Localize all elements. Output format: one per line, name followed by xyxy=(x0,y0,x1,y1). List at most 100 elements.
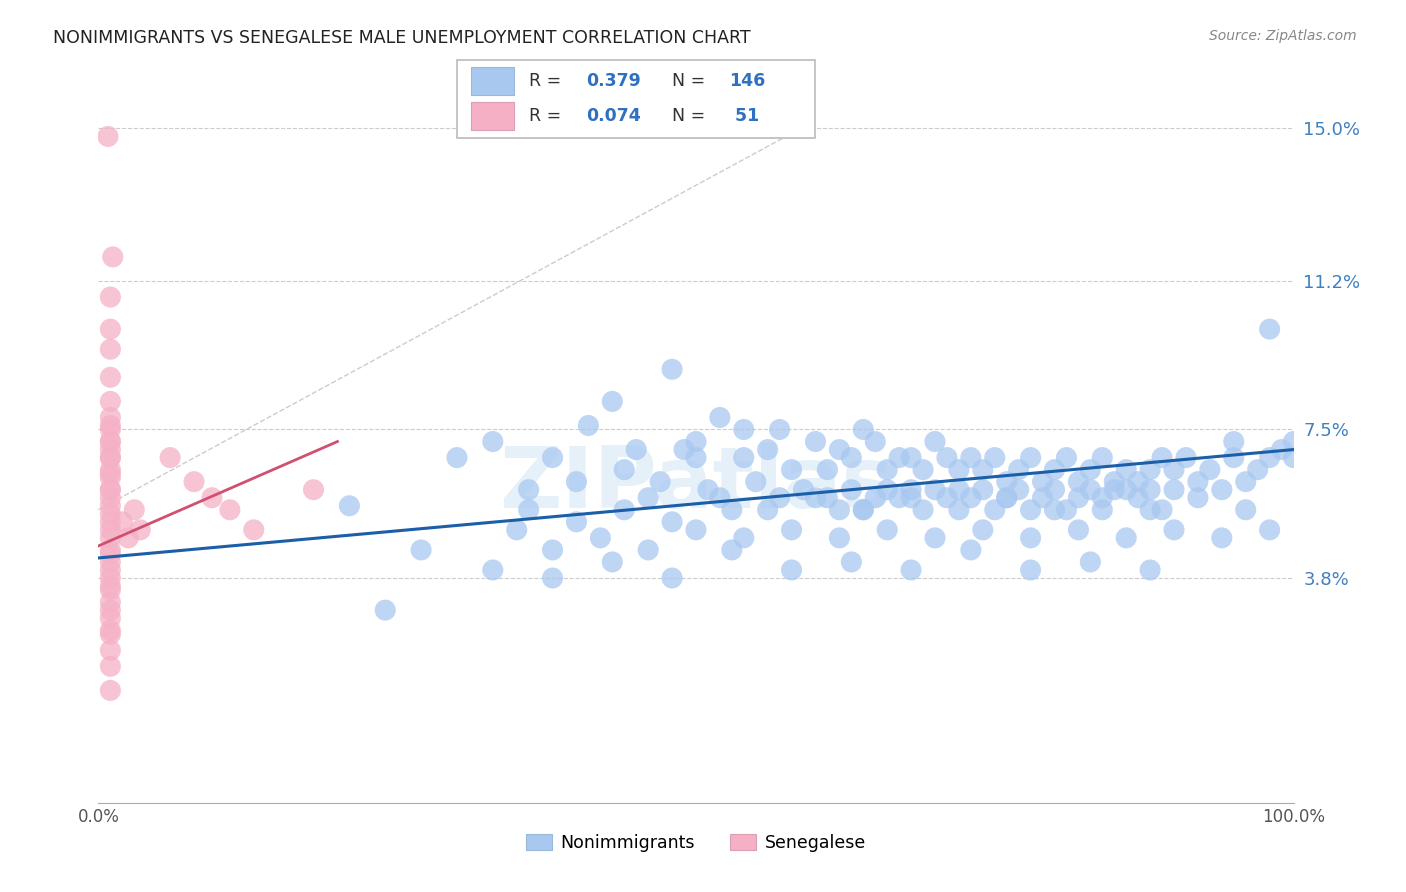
Text: 0.074: 0.074 xyxy=(586,107,641,125)
Point xyxy=(98,483,122,497)
Point xyxy=(98,507,122,521)
Point xyxy=(517,483,540,497)
Point xyxy=(98,434,122,449)
Point xyxy=(1091,491,1114,505)
Point xyxy=(1080,555,1102,569)
Point xyxy=(1152,502,1174,516)
Point xyxy=(98,611,122,625)
Point xyxy=(768,423,790,437)
Point xyxy=(1056,502,1078,516)
Point xyxy=(780,462,803,476)
Point xyxy=(98,462,122,476)
Point xyxy=(1258,523,1281,537)
Point xyxy=(97,129,120,144)
Point xyxy=(1043,502,1066,516)
Point xyxy=(936,491,959,505)
Point xyxy=(1163,483,1185,497)
Text: 146: 146 xyxy=(730,72,766,90)
Point xyxy=(446,450,468,465)
Point xyxy=(565,515,588,529)
Point xyxy=(565,475,588,489)
Point xyxy=(1282,434,1305,449)
Point xyxy=(98,659,122,673)
Point xyxy=(98,555,122,569)
Point xyxy=(98,290,122,304)
Point xyxy=(98,643,122,657)
Point xyxy=(733,450,755,465)
Point xyxy=(98,342,122,356)
Point xyxy=(541,571,564,585)
Point xyxy=(841,450,863,465)
Point xyxy=(1115,462,1137,476)
Point xyxy=(98,450,122,465)
FancyBboxPatch shape xyxy=(471,103,515,130)
Point xyxy=(1080,483,1102,497)
Point xyxy=(481,563,505,577)
Point xyxy=(648,475,672,489)
Point xyxy=(984,502,1007,516)
Point xyxy=(852,502,875,516)
Point xyxy=(98,542,122,557)
Point xyxy=(201,491,224,505)
Point xyxy=(117,531,139,545)
Point xyxy=(98,394,122,409)
Point xyxy=(1163,462,1185,476)
Point xyxy=(98,571,122,585)
Point xyxy=(98,322,122,336)
Text: NONIMMIGRANTS VS SENEGALESE MALE UNEMPLOYMENT CORRELATION CHART: NONIMMIGRANTS VS SENEGALESE MALE UNEMPLO… xyxy=(53,29,751,46)
Point xyxy=(828,502,851,516)
Point xyxy=(1234,475,1257,489)
Point xyxy=(972,483,994,497)
Point xyxy=(98,418,122,433)
Point xyxy=(948,462,970,476)
Point xyxy=(697,483,720,497)
Point xyxy=(1019,531,1042,545)
Point xyxy=(1091,450,1114,465)
Point xyxy=(900,483,922,497)
Point xyxy=(98,523,122,537)
Point xyxy=(602,394,624,409)
Point xyxy=(1247,462,1270,476)
Point xyxy=(1152,450,1174,465)
Point xyxy=(1234,502,1257,516)
Point xyxy=(876,462,898,476)
Point xyxy=(1139,483,1161,497)
Point xyxy=(98,442,122,457)
Point xyxy=(1139,462,1161,476)
Point xyxy=(1019,450,1042,465)
Point xyxy=(828,442,851,457)
Point xyxy=(1139,502,1161,516)
Text: R =: R = xyxy=(529,107,567,125)
Point xyxy=(1080,462,1102,476)
Point xyxy=(911,462,934,476)
Point xyxy=(589,531,612,545)
Point xyxy=(98,499,122,513)
Point xyxy=(948,502,970,516)
Point xyxy=(98,515,122,529)
Point xyxy=(768,491,790,505)
Point xyxy=(124,502,146,516)
Point xyxy=(183,475,205,489)
Point xyxy=(661,571,683,585)
Point xyxy=(98,450,122,465)
Point xyxy=(1067,491,1090,505)
Point xyxy=(517,502,540,516)
Point xyxy=(793,483,815,497)
Point xyxy=(924,434,946,449)
Point xyxy=(481,434,505,449)
Point xyxy=(900,491,922,505)
Point xyxy=(1128,475,1150,489)
Point xyxy=(1091,502,1114,516)
Point xyxy=(1139,563,1161,577)
Point xyxy=(243,523,266,537)
Point xyxy=(1175,450,1198,465)
Point xyxy=(602,555,624,569)
Point xyxy=(302,483,325,497)
Point xyxy=(841,483,863,497)
Point xyxy=(98,623,122,637)
Point xyxy=(1115,483,1137,497)
Point xyxy=(98,579,122,593)
Point xyxy=(98,583,122,598)
Point xyxy=(1019,502,1042,516)
Point xyxy=(541,542,564,557)
